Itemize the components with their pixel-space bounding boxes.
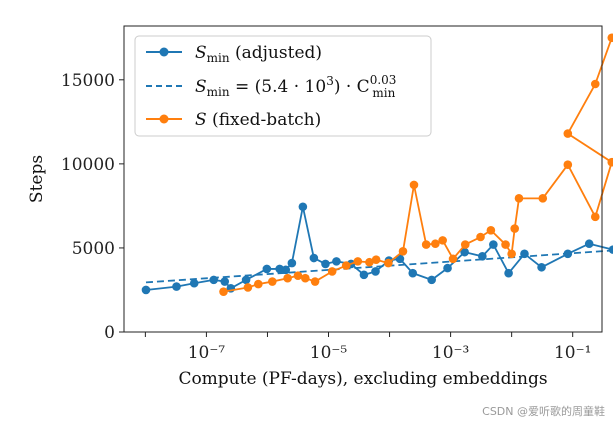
data-point-s-min-adjusted xyxy=(309,253,319,263)
data-point-s-fixed-batch xyxy=(293,271,303,280)
y-tick-label: 10000 xyxy=(61,155,115,175)
data-point-s-fixed-batch xyxy=(460,240,470,249)
data-point-s-min-adjusted xyxy=(504,268,513,278)
data-point-s-fixed-batch xyxy=(507,249,516,259)
x-axis-ticks: 10⁻⁷ 10⁻⁵ 10⁻³ 10⁻¹ xyxy=(144,332,591,363)
legend-label-smin-fit: Smin = (5.4 · 103) · C0.03 min xyxy=(195,73,396,100)
data-point-s-fixed-batch xyxy=(301,273,310,283)
data-point-s-fixed-batch xyxy=(486,225,496,235)
data-point-s-fixed-batch xyxy=(563,160,573,170)
data-point-s-fixed-batch xyxy=(283,273,292,283)
data-point-s-min-adjusted xyxy=(332,257,341,266)
data-point-s-min-adjusted xyxy=(427,275,436,285)
data-point-s-fixed-batch xyxy=(353,257,363,266)
data-point-s-min-adjusted xyxy=(608,245,613,254)
legend: Smin (adjusted) Smin = (5.4 · 103) · C0.… xyxy=(134,35,432,137)
legend-box xyxy=(134,35,432,137)
x-tick-label: 10⁻⁵ xyxy=(310,343,348,363)
data-point-s-min-adjusted xyxy=(443,263,452,273)
data-point-s-min-adjusted xyxy=(371,267,380,276)
y-tick-label: 0 xyxy=(104,323,115,343)
data-point-s-fixed-batch xyxy=(448,254,458,264)
data-point-s-min-adjusted xyxy=(298,202,308,212)
data-point-s-fixed-batch xyxy=(384,258,393,268)
data-point-s-fixed-batch xyxy=(398,247,408,256)
data-point-s-min-adjusted xyxy=(408,268,418,278)
data-point-s-fixed-batch xyxy=(607,33,613,43)
data-point-s-min-adjusted xyxy=(321,259,330,269)
y-axis-label: Steps xyxy=(27,155,47,203)
data-point-s-min-adjusted xyxy=(189,278,199,288)
data-point-s-fixed-batch xyxy=(371,255,381,264)
legend-marker-smin-adjusted xyxy=(159,47,169,57)
data-point-s-fixed-batch xyxy=(590,212,600,222)
data-point-s-min-adjusted xyxy=(359,270,369,280)
data-point-s-min-adjusted xyxy=(460,247,469,257)
legend-marker-s-fixed-batch xyxy=(159,114,169,124)
y-tick-label: 5000 xyxy=(72,239,115,259)
y-axis-ticks: 0 5000 10000 15000 xyxy=(61,71,124,343)
data-point-s-fixed-batch xyxy=(590,79,600,89)
data-point-s-fixed-batch xyxy=(501,240,510,249)
data-point-s-fixed-batch xyxy=(365,257,374,267)
legend-label-s-fixed-batch: S (fixed-batch) xyxy=(195,110,321,130)
x-tick-label: 10⁻⁷ xyxy=(188,343,226,363)
data-point-s-fixed-batch xyxy=(438,236,447,245)
data-point-s-min-adjusted xyxy=(281,265,291,275)
x-tick-label: 10⁻³ xyxy=(432,343,469,363)
data-point-s-fixed-batch xyxy=(607,157,613,167)
legend-label-smin-adjusted: Smin (adjusted) xyxy=(195,43,322,65)
data-point-s-fixed-batch xyxy=(310,277,320,286)
data-point-s-min-adjusted xyxy=(220,277,230,286)
data-point-s-min-adjusted xyxy=(141,285,151,295)
data-point-s-min-adjusted xyxy=(537,262,546,272)
data-point-s-min-adjusted xyxy=(584,239,594,249)
data-point-s-fixed-batch xyxy=(476,232,485,242)
data-point-s-fixed-batch xyxy=(431,239,440,249)
y-tick-label: 15000 xyxy=(61,71,115,91)
data-point-s-fixed-batch xyxy=(268,277,277,286)
data-point-s-min-adjusted xyxy=(287,258,297,268)
data-point-s-fixed-batch xyxy=(219,287,228,296)
data-point-s-min-adjusted xyxy=(172,282,181,291)
watermark: CSDN @爱听歌的周童鞋 xyxy=(482,405,605,418)
data-point-s-fixed-batch xyxy=(538,194,548,203)
data-point-s-fixed-batch xyxy=(421,240,431,249)
series-line-s-min-fit xyxy=(145,249,613,284)
data-point-s-min-adjusted xyxy=(478,252,487,261)
data-point-s-fixed-batch xyxy=(510,224,519,233)
data-point-s-min-adjusted xyxy=(489,240,498,249)
data-point-s-fixed-batch xyxy=(243,283,253,292)
x-axis-label: Compute (PF-days), excluding embeddings xyxy=(178,369,547,389)
series-layer xyxy=(141,33,613,296)
data-point-s-fixed-batch xyxy=(409,180,419,190)
plot-frame xyxy=(123,25,603,333)
data-point-s-fixed-batch xyxy=(341,261,351,270)
data-point-s-fixed-batch xyxy=(563,129,573,138)
data-point-s-fixed-batch xyxy=(253,279,263,289)
data-point-s-fixed-batch xyxy=(514,194,524,203)
data-point-s-fixed-batch xyxy=(327,267,337,276)
data-point-s-min-adjusted xyxy=(395,254,405,264)
x-tick-label: 10⁻¹ xyxy=(554,343,591,363)
data-point-s-min-adjusted xyxy=(262,264,272,274)
data-point-s-min-adjusted xyxy=(241,275,251,285)
